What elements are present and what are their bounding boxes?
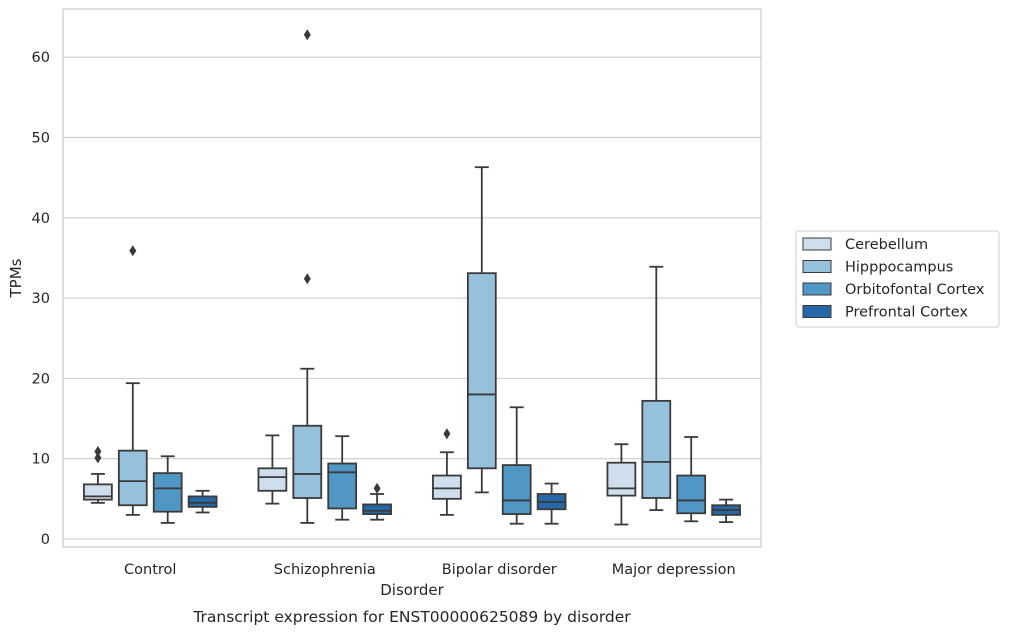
- iqr-box: [466, 272, 497, 470]
- iqr-box: [117, 449, 148, 507]
- x-tick-label: Major depression: [612, 562, 736, 578]
- box-prefrontal-cortex: [362, 482, 392, 521]
- plot-frame: [62, 8, 762, 548]
- iqr-box: [432, 474, 462, 500]
- iqr-box: [501, 464, 532, 515]
- legend-items: Cerebellum Hipppocampus Orbitofontal Corte…: [802, 237, 985, 321]
- outlier-point: [303, 273, 311, 285]
- box-prefrontal-cortex: [711, 498, 741, 524]
- legend-frame: [795, 230, 1000, 328]
- box-orbitofontal-cortex: [501, 406, 532, 525]
- box-orbitofontal-cortex: [152, 455, 183, 524]
- outlier-point: [129, 245, 137, 257]
- y-axis-label: TPMs: [7, 258, 25, 298]
- grid-lines: [63, 56, 761, 540]
- box-cerebellum: [83, 445, 113, 504]
- x-tick-label: Bipolar disorder: [442, 562, 557, 578]
- y-tick-label: 60: [32, 50, 50, 66]
- y-tick-label: 0: [41, 532, 50, 548]
- outlier-point: [94, 445, 102, 457]
- iqr-box: [327, 462, 358, 510]
- iqr-box: [152, 472, 183, 513]
- iqr-box: [641, 399, 672, 499]
- legend: Cerebellum Hipppocampus Orbitofontal Corte…: [795, 230, 1000, 328]
- iqr-box: [83, 483, 113, 501]
- y-tick-label: 30: [32, 291, 50, 307]
- outlier-point: [373, 482, 381, 494]
- y-tick-label: 20: [32, 371, 50, 387]
- legend-swatch: [802, 282, 832, 296]
- legend-label: Hipppocampus: [845, 260, 953, 276]
- legend-label: Cerebellum: [845, 237, 928, 253]
- box-orbitofontal-cortex: [676, 436, 707, 523]
- x-tick-label: Schizophrenia: [274, 562, 376, 578]
- x-axis-label: Disorder: [380, 581, 444, 599]
- box-cerebellum: [432, 428, 462, 516]
- iqr-box: [606, 461, 637, 497]
- legend-label: Orbitofontal Cortex: [845, 282, 985, 298]
- box-prefrontal-cortex: [187, 489, 218, 514]
- x-tick-label: Control: [124, 562, 176, 578]
- iqr-box: [676, 474, 707, 515]
- legend-swatch: [802, 305, 832, 318]
- y-tick-label: 40: [32, 211, 50, 227]
- box-hipppocampus: [292, 29, 323, 524]
- box-orbitofontal-cortex: [327, 435, 358, 521]
- box-cerebellum: [257, 434, 288, 505]
- iqr-box: [257, 467, 288, 492]
- legend-swatch: [802, 237, 832, 251]
- y-tick-label: 50: [32, 130, 50, 146]
- legend-label: Prefrontal Cortex: [845, 305, 968, 321]
- y-tick-label: 10: [32, 452, 50, 468]
- outlier-point: [94, 452, 102, 464]
- box-hipppocampus: [117, 245, 148, 516]
- box-plots: [83, 29, 741, 526]
- legend-swatch: [802, 260, 832, 273]
- box-hipppocampus: [641, 265, 672, 511]
- box-hipppocampus: [466, 166, 497, 494]
- iqr-box: [362, 503, 392, 515]
- box-prefrontal-cortex: [536, 482, 567, 525]
- outlier-point: [303, 29, 311, 41]
- iqr-box: [187, 495, 218, 508]
- chart-caption: Transcript expression for ENST0000062508…: [192, 608, 631, 626]
- y-tick-labels: 0 10 20 30 40 50 60: [32, 50, 50, 548]
- iqr-box: [292, 424, 323, 499]
- outlier-point: [443, 428, 451, 440]
- box-cerebellum: [606, 443, 637, 526]
- x-tick-labels: Control Schizophrenia Bipolar disorder Majo…: [124, 562, 736, 578]
